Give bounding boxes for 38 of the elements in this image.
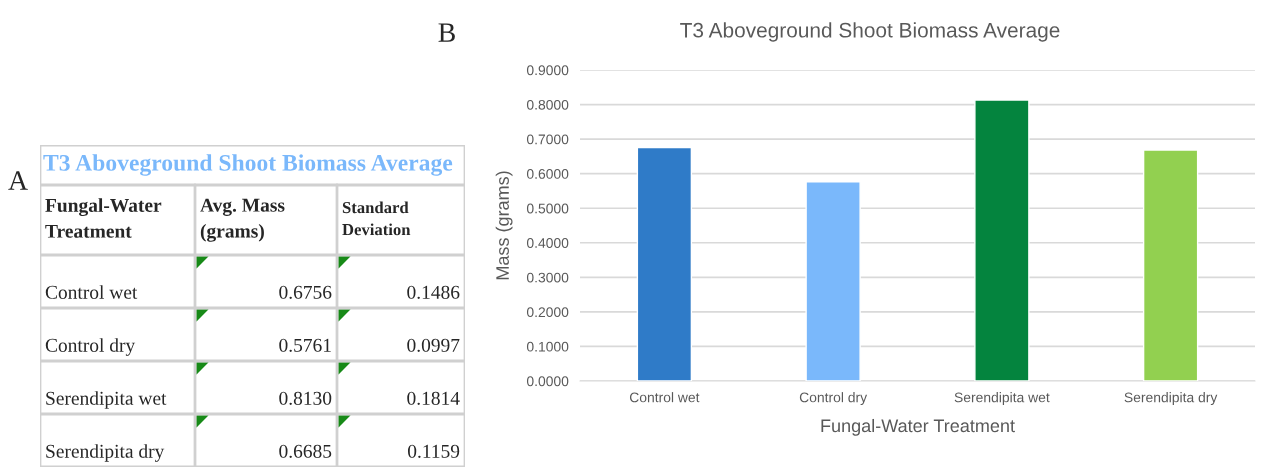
bar: [1142, 149, 1199, 381]
y-tick-label: 0.5000: [526, 203, 569, 214]
y-tick-label: 0.0000: [526, 376, 569, 387]
chart-title: T3 Aboveground Shoot Biomass Average: [680, 22, 1060, 42]
text: Fungal-Water Treatment: [45, 198, 162, 238]
text: 0.6685: [279, 444, 332, 458]
text: 0.0997: [407, 338, 460, 352]
y-tick-label: 0.6000: [526, 169, 569, 179]
y-tick-label: 0.8000: [526, 99, 569, 110]
text: Control dry: [45, 338, 136, 356]
y-tick-label: 0.7000: [526, 134, 569, 145]
text: 0.1486: [407, 285, 460, 299]
text: 0.1159: [408, 444, 460, 458]
text: Control wet: [45, 285, 138, 299]
y-tick-label: 0.4000: [526, 238, 569, 248]
y-tick-label: 0.3000: [526, 272, 569, 283]
text: A: [8, 171, 28, 190]
bar: [805, 181, 861, 381]
x-tick-label: Serendipita dry: [1124, 392, 1218, 406]
text: B: [438, 23, 455, 42]
x-tick-label: Control wet: [629, 392, 700, 403]
y-tick-label: 0.1000: [526, 341, 569, 352]
text: Serendipita dry: [46, 444, 165, 462]
text: T3 Aboveground Shoot Biomass Average: [43, 154, 453, 176]
x-tick-label: Serendipita wet: [954, 392, 1050, 406]
text: 0.1814: [407, 391, 460, 405]
x-tick-label: Control dry: [799, 392, 868, 406]
y-axis-title: Mass (grams): [495, 171, 513, 280]
text: 0.6756: [279, 285, 332, 299]
text: 0.8130: [279, 391, 332, 405]
bar: [974, 99, 1030, 381]
y-tick-label: 0.9000: [526, 65, 569, 76]
text: 0.5761: [279, 338, 331, 352]
bar: [636, 146, 693, 381]
text: Standard Deviation: [342, 201, 411, 236]
y-tick-label: 0.2000: [526, 307, 569, 318]
x-axis-title: Fungal-Water Treatment: [821, 418, 1015, 436]
text: Avg. Mass (grams): [200, 198, 285, 242]
